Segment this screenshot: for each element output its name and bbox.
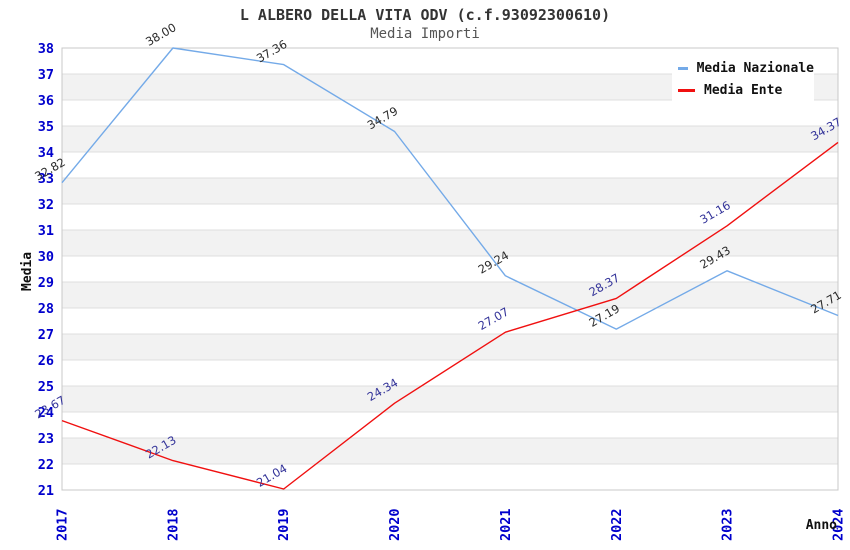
plot-band — [62, 360, 838, 386]
x-tick-label: 2021 — [498, 508, 514, 541]
y-tick-label: 31 — [38, 223, 54, 239]
x-tick-label: 2022 — [609, 508, 625, 541]
plot-band — [62, 334, 838, 360]
legend-label: Media Ente — [704, 82, 783, 98]
y-axis-title: Media — [20, 252, 35, 291]
y-tick-label: 21 — [38, 483, 54, 499]
series-line-media-ente — [61, 141, 839, 490]
legend-swatch-red-line — [678, 88, 695, 92]
y-tick-label: 37 — [38, 67, 54, 83]
y-tick-label: 36 — [38, 93, 54, 109]
plot-band — [62, 100, 838, 126]
y-tick-label: 29 — [38, 275, 54, 291]
y-tick-label: 35 — [38, 119, 54, 135]
x-tick-label: 2018 — [165, 508, 181, 541]
y-tick-label: 38 — [38, 41, 54, 57]
x-axis-title: Anno — [806, 518, 837, 533]
legend-swatch-blue-line — [678, 66, 688, 70]
y-tick-label: 34 — [38, 145, 54, 161]
plot-band — [62, 282, 838, 308]
plot-band — [62, 204, 838, 230]
plot-band — [62, 230, 838, 256]
x-tick-label: 2019 — [276, 508, 292, 541]
y-tick-label: 28 — [38, 301, 54, 317]
legend-item-media-ente: Media Ente — [678, 83, 814, 98]
plot-band — [62, 386, 838, 412]
plot-band — [62, 308, 838, 334]
y-tick-label: 26 — [38, 353, 54, 369]
legend-label: Media Nazionale — [696, 60, 814, 76]
y-tick-label: 32 — [38, 197, 54, 213]
plot-band — [62, 152, 838, 178]
chart-subtitle: Media Importi — [370, 26, 480, 42]
y-tick-label: 23 — [38, 431, 54, 447]
y-tick-label: 30 — [38, 249, 54, 265]
y-tick-label: 25 — [38, 379, 54, 395]
y-tick-label: 33 — [38, 171, 54, 187]
plot-band — [62, 464, 838, 490]
plot-band — [62, 178, 838, 204]
series-line-media-nazionale — [61, 47, 839, 330]
chart-title: L ALBERO DELLA VITA ODV (c.f.93092300610… — [239, 6, 611, 24]
plot-band — [62, 256, 838, 282]
x-tick-label: 2023 — [720, 508, 736, 541]
y-tick-label: 24 — [38, 405, 54, 421]
plot-frame — [61, 47, 839, 491]
data-point-label: 38.00 — [143, 20, 179, 49]
y-tick-label: 22 — [38, 457, 54, 473]
x-tick-label: 2017 — [55, 508, 71, 541]
x-tick-label: 2020 — [387, 508, 403, 541]
y-tick-label: 27 — [38, 327, 54, 343]
plot-band — [62, 126, 838, 152]
plot-band — [62, 412, 838, 438]
legend: Media Nazionale Media Ente — [672, 55, 814, 103]
x-tick-label: 2024 — [831, 508, 847, 541]
legend-item-media-nazionale: Media Nazionale — [678, 61, 814, 76]
plot-band — [62, 438, 838, 464]
